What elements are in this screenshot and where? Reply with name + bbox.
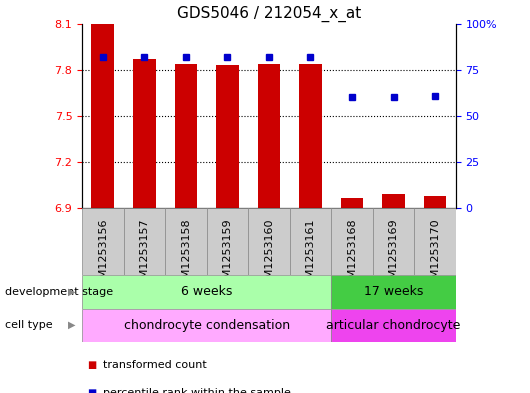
Text: transformed count: transformed count	[103, 360, 207, 371]
Text: 17 weeks: 17 weeks	[364, 285, 423, 298]
Text: development stage: development stage	[5, 287, 113, 297]
Bar	[382, 195, 405, 208]
Bar	[341, 198, 364, 208]
Bar	[165, 208, 207, 275]
Bar	[82, 208, 123, 275]
Text: GSM1253160: GSM1253160	[264, 219, 274, 293]
Bar	[299, 64, 322, 208]
Bar	[248, 208, 290, 275]
Bar	[290, 208, 331, 275]
Bar	[331, 309, 456, 342]
Bar	[423, 196, 446, 208]
Bar	[331, 275, 456, 309]
Bar	[373, 208, 414, 275]
Text: ▶: ▶	[68, 320, 75, 330]
Text: GSM1253157: GSM1253157	[139, 219, 149, 293]
Bar	[123, 208, 165, 275]
Bar	[82, 275, 331, 309]
Bar	[82, 309, 331, 342]
Text: GSM1253168: GSM1253168	[347, 219, 357, 293]
Text: GSM1253170: GSM1253170	[430, 219, 440, 293]
Text: GSM1253156: GSM1253156	[98, 219, 108, 293]
Bar	[258, 64, 280, 208]
Text: GSM1253161: GSM1253161	[305, 219, 315, 293]
Bar	[331, 208, 373, 275]
Bar	[414, 208, 456, 275]
Title: GDS5046 / 212054_x_at: GDS5046 / 212054_x_at	[177, 6, 361, 22]
Text: cell type: cell type	[5, 320, 53, 330]
Text: articular chondrocyte: articular chondrocyte	[326, 319, 461, 332]
Text: 6 weeks: 6 weeks	[181, 285, 232, 298]
Bar	[207, 208, 248, 275]
Bar	[174, 64, 197, 208]
Text: ▶: ▶	[68, 287, 75, 297]
Text: chondrocyte condensation: chondrocyte condensation	[123, 319, 290, 332]
Bar	[133, 59, 156, 208]
Text: GSM1253169: GSM1253169	[388, 219, 399, 293]
Bar	[216, 65, 239, 208]
Text: ■: ■	[87, 360, 96, 371]
Text: GSM1253158: GSM1253158	[181, 219, 191, 293]
Text: GSM1253159: GSM1253159	[223, 219, 233, 293]
Bar	[92, 24, 114, 208]
Text: ■: ■	[87, 388, 96, 393]
Text: percentile rank within the sample: percentile rank within the sample	[103, 388, 291, 393]
